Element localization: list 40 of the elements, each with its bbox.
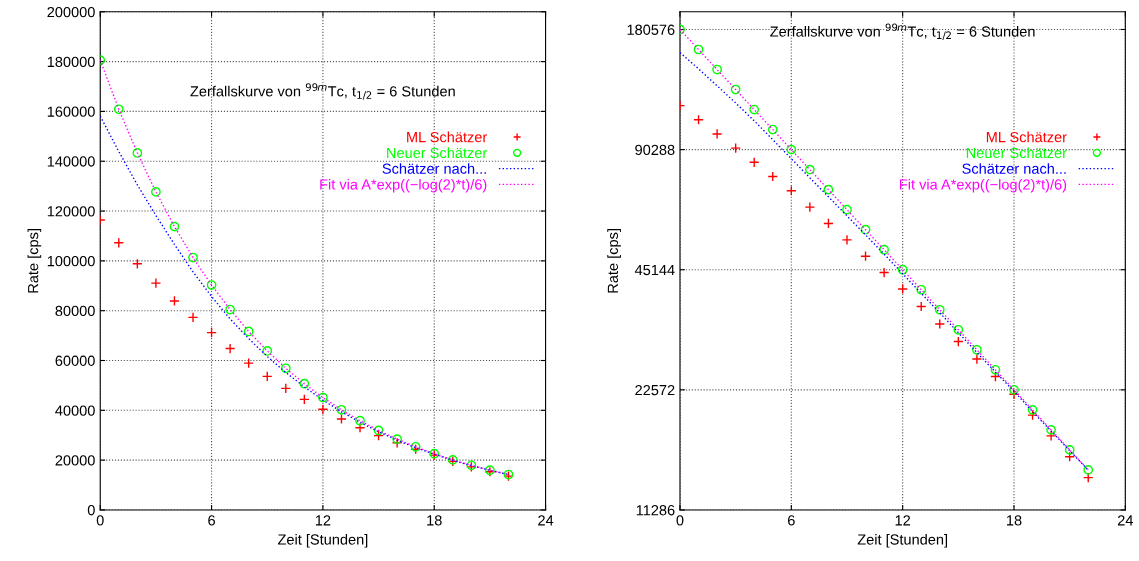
legend-label: ML Schätzer [986, 131, 1067, 143]
y-tick-label: 40000 [55, 405, 95, 416]
y-tick-label: 140000 [47, 156, 95, 167]
x-tick-label: 0 [96, 515, 104, 526]
x-axis-title: Zeit [Stunden] [277, 533, 368, 548]
x-axis-title: Zeit [Stunden] [857, 533, 948, 548]
y-tick-label: 80000 [55, 305, 95, 317]
y-tick-label: 120000 [47, 206, 95, 217]
legend-label: Neuer Schätzer [387, 147, 488, 159]
y-tick-label: 60000 [55, 355, 95, 366]
x-tick-label: 6 [208, 515, 215, 526]
legend-label: Fit via A*exp((−log(2)*t)/6) [900, 178, 1067, 193]
legend-label: ML Schätzer [407, 131, 488, 143]
y-tick-label: 90288 [635, 144, 675, 156]
y-axis-title: Rate [cps] [27, 229, 42, 293]
y-tick-label: 180000 [47, 56, 95, 68]
x-tick-label: 12 [315, 515, 331, 526]
annotation: Zerfallskurve von $^{99m}$Tc, t$_{1/2}$ = 6 Stunden [770, 23, 1035, 40]
legend-label: Schätzer nach... [962, 163, 1066, 174]
y-tick-label: 20000 [55, 455, 95, 466]
y-tick-label: 0 [87, 505, 95, 516]
y-tick-label: 22572 [635, 384, 675, 396]
x-tick-label: 24 [1117, 515, 1134, 526]
y-tick-label: 180576 [627, 24, 675, 35]
y-tick-label: 200000 [47, 6, 95, 18]
legend-label: Neuer Schätzer [966, 147, 1067, 159]
x-tick-label: 12 [895, 515, 911, 526]
annotation: Zerfallskurve von $^{99m}$Tc, t$_{1/2}$ = 6 Stunden [190, 83, 455, 100]
y-tick-label: 100000 [47, 255, 95, 267]
y-tick-label: 160000 [47, 106, 95, 117]
y-axis-title: Rate [cps] [607, 229, 621, 293]
x-tick-label: 18 [1007, 515, 1022, 526]
x-tick-label: 6 [788, 515, 795, 526]
y-tick-label: 45144 [634, 264, 675, 276]
legend-label: Schätzer nach... [382, 163, 486, 174]
x-tick-label: 24 [538, 515, 554, 526]
x-tick-label: 18 [427, 515, 442, 526]
y-tick-label: 11286 [636, 505, 675, 516]
x-tick-label: 0 [676, 515, 684, 526]
legend-label: Fit via A*exp((−log(2)*t)/6) [320, 178, 487, 193]
